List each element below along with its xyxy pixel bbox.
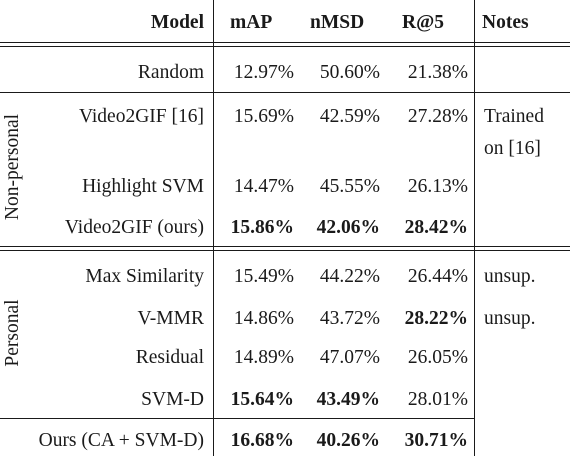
header-rule-1: [0, 42, 570, 43]
model-video2gif16: Video2GIF [16]: [78, 106, 204, 127]
column-rule-model: [213, 0, 214, 456]
nmsd-max-similarity: 44.22%: [319, 266, 380, 287]
group-label-personal: Personal: [2, 299, 23, 367]
notes-video2gif16-line1: Trained: [484, 106, 544, 127]
header-rule-2: [0, 46, 570, 47]
group-rule-2: [0, 250, 570, 251]
notes-vmmr: unsup.: [484, 308, 536, 329]
r5-video2gif16: 27.28%: [407, 106, 468, 127]
model-svmd: SVM-D: [141, 389, 204, 410]
nmsd-video2gif-ours: 42.06%: [316, 217, 380, 238]
random-rule: [0, 92, 570, 93]
map-ours: 16.68%: [230, 430, 294, 451]
nmsd-ours: 40.26%: [316, 430, 380, 451]
r5-ours: 30.71%: [404, 430, 468, 451]
map-random: 12.97%: [233, 62, 294, 83]
nmsd-residual: 47.07%: [319, 347, 380, 368]
nmsd-vmmr: 43.72%: [319, 308, 380, 329]
ours-rule: [0, 418, 474, 419]
header-notes: Notes: [482, 12, 529, 33]
r5-max-similarity: 26.44%: [407, 266, 468, 287]
nmsd-video2gif16: 42.59%: [319, 106, 380, 127]
r5-svmd: 28.01%: [407, 389, 468, 410]
map-svmd: 15.64%: [230, 389, 294, 410]
model-ours: Ours (CA + SVM-D): [38, 430, 204, 451]
r5-residual: 26.05%: [407, 347, 468, 368]
map-max-similarity: 15.49%: [233, 266, 294, 287]
r5-random: 21.38%: [407, 62, 468, 83]
model-vmmr: V-MMR: [137, 308, 204, 329]
map-residual: 14.89%: [233, 347, 294, 368]
header-nmsd: nMSD: [310, 12, 365, 33]
header-r5: R@5: [402, 12, 444, 33]
map-video2gif-ours: 15.86%: [230, 217, 294, 238]
nmsd-highlight-svm: 45.55%: [319, 176, 380, 197]
notes-video2gif16-line2: on [16]: [484, 138, 541, 159]
model-highlight-svm: Highlight SVM: [82, 176, 204, 197]
header-map: mAP: [230, 12, 273, 33]
notes-max-similarity: unsup.: [484, 266, 536, 287]
r5-video2gif-ours: 28.42%: [404, 217, 468, 238]
map-vmmr: 14.86%: [233, 308, 294, 329]
column-rule-notes: [474, 0, 475, 456]
nmsd-random: 50.60%: [319, 62, 380, 83]
map-video2gif16: 15.69%: [233, 106, 294, 127]
group-label-non-personal: Non-personal: [2, 113, 23, 221]
model-residual: Residual: [135, 347, 204, 368]
group-rule-1: [0, 246, 570, 247]
r5-vmmr: 28.22%: [404, 308, 468, 329]
r5-highlight-svm: 26.13%: [407, 176, 468, 197]
header-model: Model: [150, 12, 204, 33]
model-video2gif-ours: Video2GIF (ours): [64, 217, 204, 238]
map-highlight-svm: 14.47%: [233, 176, 294, 197]
model-random: Random: [137, 62, 204, 83]
model-max-similarity: Max Similarity: [85, 266, 204, 287]
nmsd-svmd: 43.49%: [316, 389, 380, 410]
